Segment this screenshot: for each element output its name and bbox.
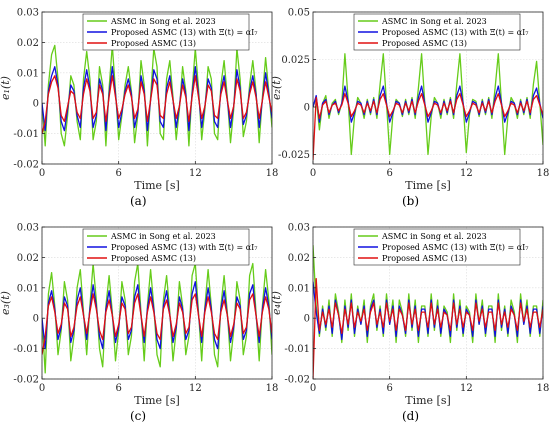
x-tick-label-c: 6 xyxy=(115,383,121,394)
legend-a: ASMC in Song et al. 2023 Proposed ASMC (1… xyxy=(82,13,258,51)
y-tick-label-d: -0.02 xyxy=(284,375,310,386)
x-tick-label-b: 18 xyxy=(537,168,550,179)
subcaption-c: (c) xyxy=(130,409,147,423)
x-axis-label-b: Time [s] xyxy=(405,179,451,192)
y-tick-label-c: 0.03 xyxy=(17,223,39,234)
axes-frame-b xyxy=(312,11,544,165)
x-axis-label-a: Time [s] xyxy=(134,179,180,192)
x-tick-label-d: 12 xyxy=(460,383,473,394)
y-tick-label-c: 0 xyxy=(33,314,39,325)
legend-b: ASMC in Song et al. 2023 Proposed ASMC (1… xyxy=(353,13,529,51)
legend-label-a-2: Proposed ASMC (13) with Ξ(t) = αI₇ xyxy=(111,28,258,37)
x-tick-label-a: 0 xyxy=(39,168,45,179)
chart-d: 0 6 12 18 -0.02 -0.01 0 0.01 0.02 0.03 Time [s] e₄(… xyxy=(270,223,549,408)
axes-frame-a xyxy=(41,11,273,165)
x-tick-label-a: 18 xyxy=(266,168,279,179)
y-tick-label-b: 0 xyxy=(304,103,310,114)
y-tick-label-b: 0.025 xyxy=(281,55,310,66)
y-tick-label-c: 0.01 xyxy=(17,283,39,294)
axes-frame-c xyxy=(41,226,273,380)
y-tick-label-a: -0.01 xyxy=(13,129,39,140)
legend-label-a-1: ASMC in Song et al. 2023 xyxy=(110,17,216,26)
legend-box-d xyxy=(353,228,521,266)
series-line-b-2 xyxy=(313,85,543,123)
legend-label-b-3: Proposed ASMC (13) xyxy=(382,39,467,48)
y-tick-label-c: -0.02 xyxy=(13,375,39,386)
subcaption-d: (d) xyxy=(402,409,420,423)
chart-a: 0 6 12 18 -0.02 -0.01 0 0.01 0.02 0.03 Time [s] e₁(… xyxy=(0,8,278,193)
y-tick-label-d: 0.02 xyxy=(288,253,310,264)
y-axis-label-a: e₁(t) xyxy=(0,76,12,100)
x-tick-label-d: 0 xyxy=(310,383,316,394)
y-tick-label-a: 0.02 xyxy=(17,38,39,49)
legend-label-d-1: ASMC in Song et al. 2023 xyxy=(381,232,487,241)
series-line-d-1 xyxy=(313,245,543,344)
y-axis-label-c: e₃(t) xyxy=(0,291,12,315)
x-tick-label-b: 12 xyxy=(460,168,473,179)
y-tick-label-a: 0.03 xyxy=(17,8,39,19)
y-tick-label-a: -0.02 xyxy=(13,160,39,171)
y-axis-label-b: e₂(t) xyxy=(270,76,283,100)
y-tick-label-b: 0.05 xyxy=(288,8,310,19)
subcaption-a: (a) xyxy=(130,194,147,208)
chart-c: 0 6 12 18 -0.02 -0.01 0 0.01 0.02 0.03 Time [s] e₃(… xyxy=(0,223,278,408)
x-tick-label-d: 6 xyxy=(386,383,392,394)
y-tick-label-c: -0.01 xyxy=(13,344,39,355)
series-line-c-2 xyxy=(42,281,272,350)
x-tick-label-b: 6 xyxy=(386,168,392,179)
legend-label-d-2: Proposed ASMC (13) with Ξ(t) = αI₇ xyxy=(382,243,529,252)
x-tick-label-d: 18 xyxy=(537,383,550,394)
x-tick-label-c: 18 xyxy=(266,383,279,394)
x-tick-label-a: 6 xyxy=(115,168,121,179)
y-tick-label-a: 0.01 xyxy=(17,68,39,79)
legend-label-c-3: Proposed ASMC (13) xyxy=(111,254,196,263)
y-tick-label-c: 0.02 xyxy=(17,253,39,264)
series-line-b-1 xyxy=(313,53,543,156)
legend-c: ASMC in Song et al. 2023 Proposed ASMC (1… xyxy=(82,228,258,266)
legend-box-a xyxy=(82,13,250,51)
legend-d: ASMC in Song et al. 2023 Proposed ASMC (1… xyxy=(353,228,529,266)
x-tick-label-a: 12 xyxy=(189,168,202,179)
x-axis-label-d: Time [s] xyxy=(405,394,451,407)
x-axis-label-c: Time [s] xyxy=(134,394,180,407)
legend-label-b-2: Proposed ASMC (13) with Ξ(t) = αI₇ xyxy=(382,28,529,37)
series-line-d-2 xyxy=(313,281,543,341)
y-tick-label-a: 0 xyxy=(33,99,39,110)
y-tick-label-d: 0.01 xyxy=(288,283,310,294)
y-tick-label-d: 0 xyxy=(304,314,310,325)
series-line-c-3 xyxy=(42,293,272,355)
x-tick-label-c: 0 xyxy=(39,383,45,394)
legend-label-c-2: Proposed ASMC (13) with Ξ(t) = αI₇ xyxy=(111,243,258,252)
y-axis-label-d: e₄(t) xyxy=(270,291,283,315)
subcaption-b: (b) xyxy=(402,194,420,208)
x-tick-label-b: 0 xyxy=(310,168,316,179)
legend-label-d-3: Proposed ASMC (13) xyxy=(382,254,467,263)
legend-box-b xyxy=(353,13,521,51)
y-tick-label-d: -0.01 xyxy=(284,344,310,355)
series-line-d-3 xyxy=(313,278,543,379)
series-line-a-3 xyxy=(42,75,272,134)
axes-frame-d xyxy=(312,226,544,380)
x-tick-label-c: 12 xyxy=(189,383,202,394)
legend-label-c-1: ASMC in Song et al. 2023 xyxy=(110,232,216,241)
legend-box-c xyxy=(82,228,250,266)
legend-label-a-3: Proposed ASMC (13) xyxy=(111,39,196,48)
y-tick-label-b: -0.025 xyxy=(278,150,310,161)
y-tick-label-d: 0.03 xyxy=(288,223,310,234)
series-line-b-3 xyxy=(313,93,543,161)
legend-label-b-1: ASMC in Song et al. 2023 xyxy=(381,17,487,26)
